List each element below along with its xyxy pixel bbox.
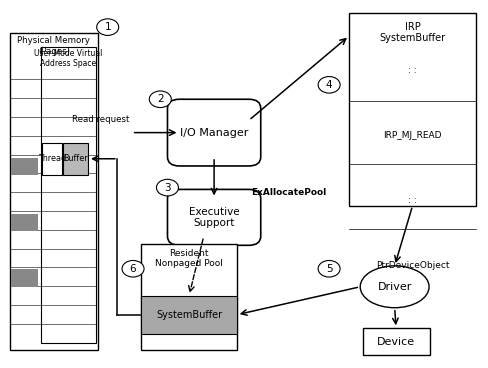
- Text: Executive
Support: Executive Support: [189, 206, 240, 228]
- Text: Driver: Driver: [377, 282, 412, 292]
- Ellipse shape: [360, 266, 429, 308]
- FancyBboxPatch shape: [349, 13, 476, 206]
- Text: 6: 6: [130, 264, 136, 274]
- FancyBboxPatch shape: [10, 32, 98, 350]
- FancyBboxPatch shape: [141, 244, 237, 350]
- Circle shape: [122, 261, 144, 277]
- FancyBboxPatch shape: [41, 47, 96, 343]
- FancyBboxPatch shape: [141, 296, 237, 334]
- Text: ExAllocatePool: ExAllocatePool: [251, 188, 326, 197]
- Text: Buffer: Buffer: [63, 154, 88, 163]
- Circle shape: [157, 179, 179, 196]
- Text: 1: 1: [104, 22, 111, 32]
- Text: 4: 4: [326, 80, 332, 90]
- Text: Physical Memory
(Pages): Physical Memory (Pages): [18, 36, 90, 56]
- FancyBboxPatch shape: [11, 269, 39, 287]
- Circle shape: [149, 91, 171, 107]
- Text: IRP
SystemBuffer: IRP SystemBuffer: [380, 22, 446, 43]
- FancyBboxPatch shape: [363, 328, 429, 355]
- Text: Resident
Nonpaged Pool: Resident Nonpaged Pool: [155, 249, 223, 268]
- FancyBboxPatch shape: [11, 158, 39, 175]
- Text: Device: Device: [377, 337, 415, 347]
- FancyBboxPatch shape: [167, 99, 261, 166]
- Text: User-Mode Virtual
Address Space: User-Mode Virtual Address Space: [34, 49, 102, 68]
- Text: I/O Manager: I/O Manager: [180, 128, 248, 138]
- FancyBboxPatch shape: [63, 142, 88, 175]
- Text: Read request: Read request: [72, 114, 129, 124]
- Text: : :: : :: [408, 66, 417, 75]
- FancyBboxPatch shape: [42, 142, 62, 175]
- Text: : :: : :: [408, 196, 417, 205]
- Text: 5: 5: [326, 264, 332, 274]
- FancyBboxPatch shape: [167, 190, 261, 245]
- Text: 2: 2: [157, 94, 163, 104]
- Text: PtrDeviceObject: PtrDeviceObject: [376, 261, 449, 270]
- Text: SystemBuffer: SystemBuffer: [156, 310, 222, 320]
- Circle shape: [97, 19, 119, 35]
- Circle shape: [318, 261, 340, 277]
- FancyBboxPatch shape: [11, 213, 39, 231]
- Circle shape: [318, 77, 340, 93]
- Text: Thread: Thread: [38, 154, 66, 163]
- Text: 3: 3: [164, 183, 171, 192]
- Text: IRP_MJ_READ: IRP_MJ_READ: [384, 131, 442, 140]
